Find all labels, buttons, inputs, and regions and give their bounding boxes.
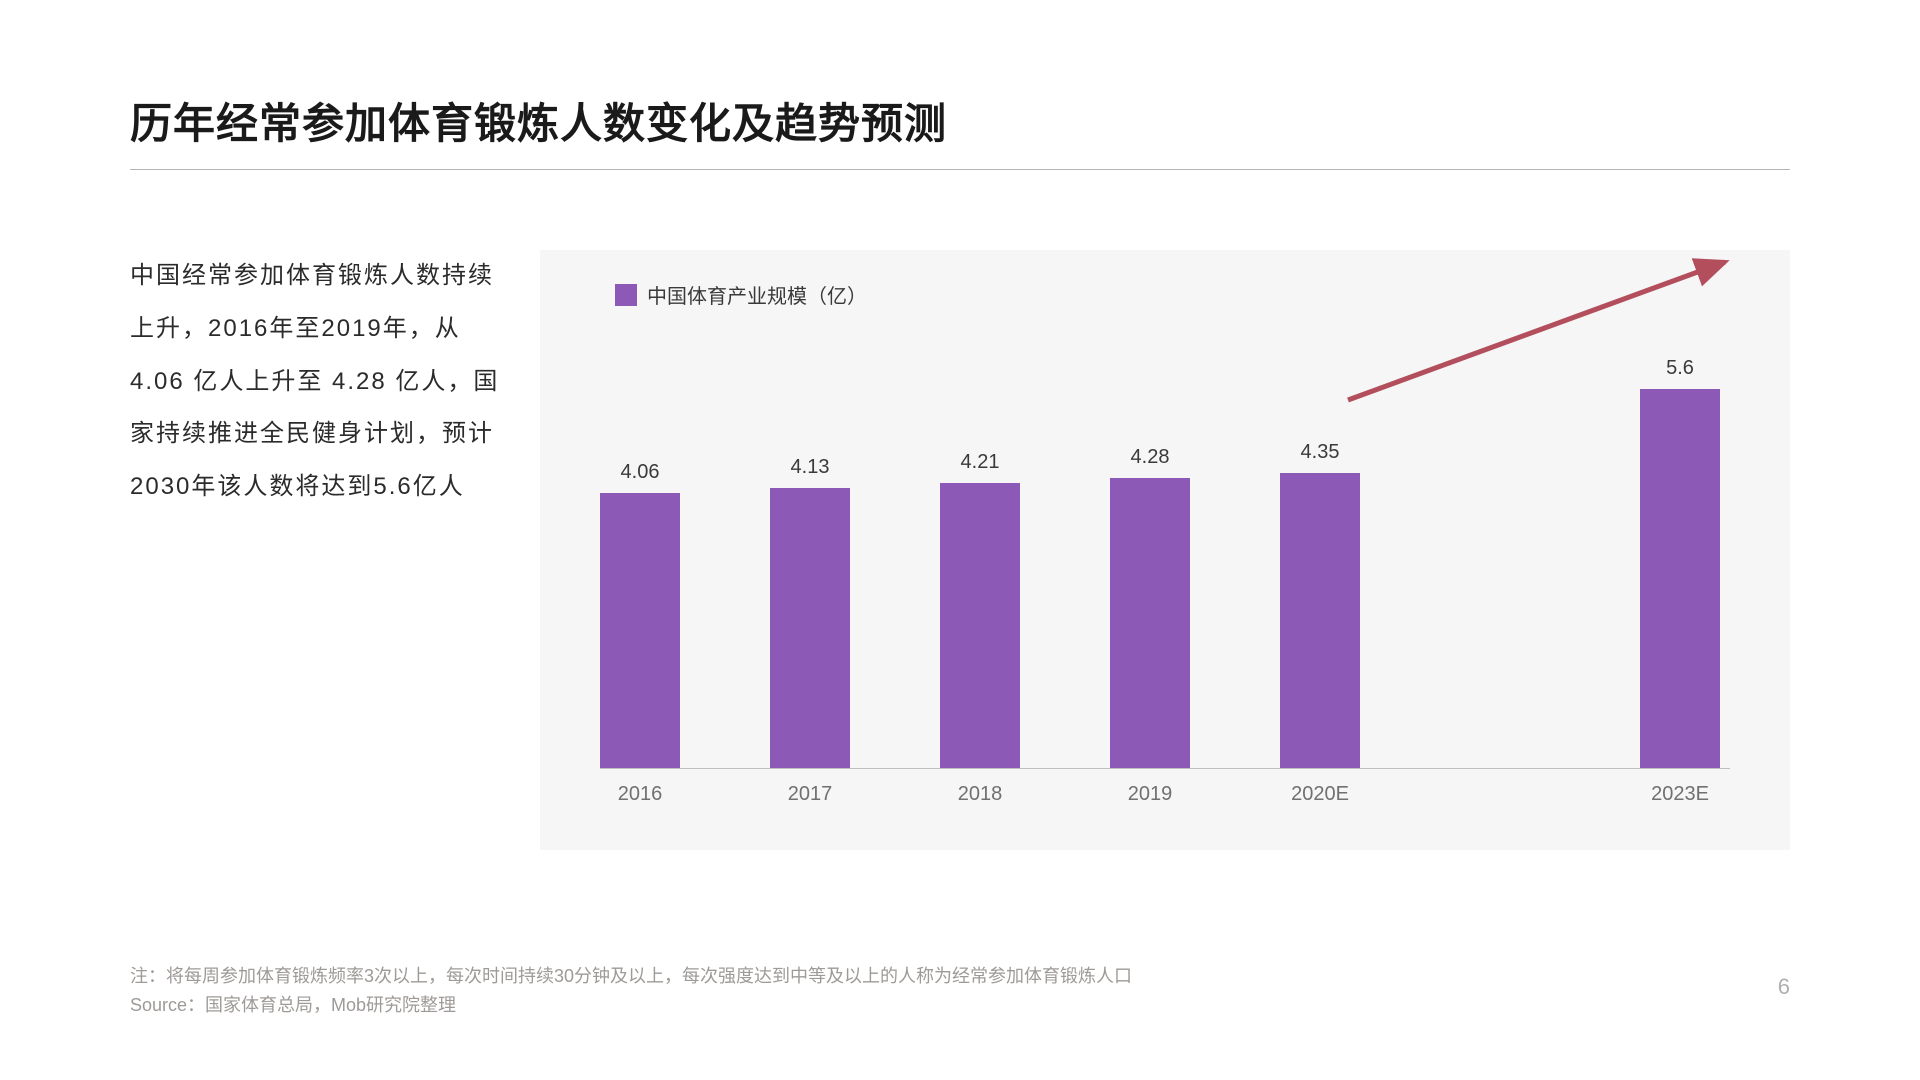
bar	[1280, 473, 1360, 768]
bar-slot: 4.062016	[600, 493, 680, 768]
slide: 历年经常参加体育锻炼人数变化及趋势预测 中国经常参加体育锻炼人数持续上升，201…	[0, 0, 1920, 1080]
chart-container: 中国体育产业规模（亿） 4.0620164.1320174.2120184.28…	[540, 250, 1790, 850]
bar-category-label: 2016	[580, 783, 700, 806]
footnote: 注：将每周参加体育锻炼频率3次以上，每次时间持续30分钟及以上，每次强度达到中等…	[130, 962, 1132, 1020]
bar-value-label: 4.21	[940, 451, 1020, 474]
page-number: 6	[1778, 974, 1790, 1000]
description-text: 中国经常参加体育锻炼人数持续上升，2016年至2019年，从4.06 亿人上升至…	[130, 250, 500, 850]
page-title: 历年经常参加体育锻炼人数变化及趋势预测	[130, 90, 1790, 170]
bar	[1640, 389, 1720, 768]
bar-slot: 4.212018	[940, 483, 1020, 768]
bar-slot: 4.352020E	[1280, 473, 1360, 768]
bar	[1110, 478, 1190, 768]
content-row: 中国经常参加体育锻炼人数持续上升，2016年至2019年，从4.06 亿人上升至…	[130, 250, 1790, 850]
bar-value-label: 4.35	[1280, 441, 1360, 464]
bar-slot: 4.282019	[1110, 478, 1190, 768]
footnote-line-2: Source：国家体育总局，Mob研究院整理	[130, 991, 1132, 1020]
bar-slot: 5.62023E	[1640, 389, 1720, 768]
bars-area: 4.062016 4.132017 4.212018 4.282019 4.352020…	[600, 349, 1730, 769]
bar-category-label: 2017	[750, 783, 870, 806]
legend: 中国体育产业规模（亿）	[615, 280, 1760, 309]
bar	[940, 483, 1020, 768]
bar-value-label: 4.13	[770, 456, 850, 479]
bar-value-label: 4.06	[600, 461, 680, 484]
bar-chart: 中国体育产业规模（亿） 4.0620164.1320174.2120184.28…	[540, 250, 1790, 850]
bar-value-label: 5.6	[1640, 357, 1720, 380]
bar-category-label: 2020E	[1260, 783, 1380, 806]
bar	[770, 488, 850, 768]
footnote-line-1: 注：将每周参加体育锻炼频率3次以上，每次时间持续30分钟及以上，每次强度达到中等…	[130, 962, 1132, 991]
bar	[600, 493, 680, 768]
bar-value-label: 4.28	[1110, 446, 1190, 469]
bar-slot: 4.132017	[770, 488, 850, 768]
bar-category-label: 2018	[920, 783, 1040, 806]
bar-category-label: 2019	[1090, 783, 1210, 806]
bar-category-label: 2023E	[1620, 783, 1740, 806]
legend-label: 中国体育产业规模（亿）	[647, 280, 867, 309]
legend-swatch	[615, 284, 637, 306]
